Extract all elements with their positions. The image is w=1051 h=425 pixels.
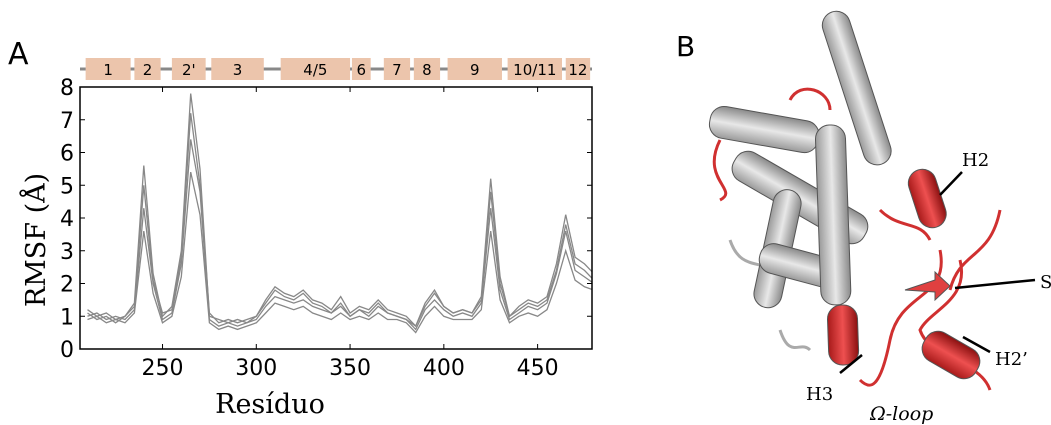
segment-label: 12 xyxy=(568,61,587,79)
y-tick-label: 5 xyxy=(60,174,74,199)
segment-label: 7 xyxy=(392,61,402,79)
rmsf-line xyxy=(87,171,592,334)
y-tick-label: 8 xyxy=(60,76,74,101)
segment-label: 3 xyxy=(233,61,243,79)
rmsf-line xyxy=(87,139,592,331)
segment-label: 4/5 xyxy=(303,61,327,79)
y-tick-label: 2 xyxy=(60,273,74,298)
segment-label: 8 xyxy=(422,61,432,79)
y-axis-label: RMSF (Å) xyxy=(19,173,52,307)
structure-label: Ω-loop xyxy=(869,403,933,425)
segment xyxy=(447,58,502,80)
segment xyxy=(351,58,371,80)
segment xyxy=(413,58,441,80)
y-tick-label: 0 xyxy=(60,338,74,363)
segment-label: 2' xyxy=(182,61,196,79)
structure-label: H2 xyxy=(962,150,989,171)
structure-label: S1 xyxy=(1040,272,1051,293)
y-tick-label: 4 xyxy=(60,207,74,232)
x-tick-label: 400 xyxy=(423,356,465,381)
segment xyxy=(280,58,351,80)
segment xyxy=(565,58,591,80)
x-tick-label: 250 xyxy=(142,356,184,381)
segment xyxy=(383,58,411,80)
x-tick-label: 300 xyxy=(235,356,277,381)
segment xyxy=(171,58,206,80)
segment-label: 2 xyxy=(143,61,153,79)
segment-label: 1 xyxy=(103,61,113,79)
segment xyxy=(211,58,264,80)
arrows xyxy=(839,171,1036,374)
segment xyxy=(85,58,131,80)
plot-lines xyxy=(87,93,592,334)
segment-label: 9 xyxy=(470,61,480,79)
plot-frame xyxy=(79,86,593,350)
segment-label: 10/11 xyxy=(513,61,556,79)
segment-label: 6 xyxy=(357,61,367,79)
y-tick-label: 6 xyxy=(60,142,74,167)
structure-label: H2’ xyxy=(995,349,1028,370)
panel-label: A xyxy=(8,37,29,72)
rmsf-line xyxy=(87,113,592,328)
y-tick-label: 7 xyxy=(60,109,74,134)
protein-structure xyxy=(708,10,1002,391)
y-tick-label: 3 xyxy=(60,240,74,265)
x-tick-label: 350 xyxy=(329,356,371,381)
panel-label: B xyxy=(676,30,695,63)
segment xyxy=(134,58,161,80)
rmsf-line xyxy=(87,93,592,328)
x-tick-label: 450 xyxy=(517,356,559,381)
segment xyxy=(507,58,562,80)
structure-label: H3 xyxy=(806,384,833,405)
x-axis-label: Resíduo xyxy=(215,389,325,420)
y-tick-label: 1 xyxy=(60,305,74,330)
